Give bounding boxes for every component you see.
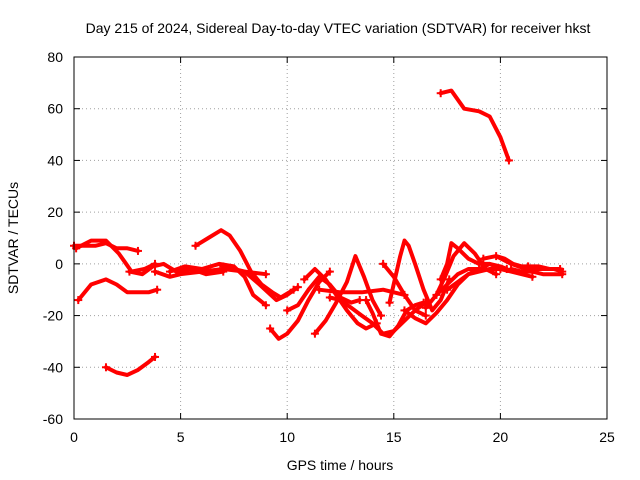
y-tick-label: -60 [43, 411, 63, 427]
series-line-track-4 [104, 354, 157, 377]
y-tick-label: 0 [55, 256, 63, 272]
series-line-track-2 [74, 238, 157, 274]
series-line-track-18 [387, 238, 452, 313]
series-line-track-3 [76, 277, 160, 303]
plot-frame [73, 56, 608, 420]
series-line-track-9 [221, 264, 300, 303]
y-tick-label: 80 [47, 49, 63, 65]
series-line-track-8 [193, 228, 296, 300]
axis-ticks [73, 56, 608, 420]
chart-title: Day 215 of 2024, Sidereal Day-to-day VTE… [86, 20, 591, 36]
y-axis-label: SDTVAR / TECUs [5, 182, 21, 294]
series-line-track-10 [268, 269, 332, 341]
series-line-track-13 [312, 254, 383, 336]
series-line-track-27 [509, 267, 565, 277]
x-tick-label: 0 [70, 429, 78, 445]
x-tick-label: 20 [493, 429, 509, 445]
series-line-track-17 [381, 261, 428, 318]
x-tick-label: 25 [599, 429, 615, 445]
x-tick-label: 10 [279, 429, 295, 445]
series-line-track-24 [438, 88, 511, 163]
y-tick-label: 20 [47, 204, 63, 220]
series-line-track-28 [526, 264, 563, 271]
x-axis-label: GPS time / hours [287, 457, 394, 473]
series-layer [70, 88, 567, 377]
y-tick-label: 60 [47, 101, 63, 117]
y-tick-label: -40 [43, 359, 63, 375]
x-tick-label: 15 [386, 429, 402, 445]
y-tick-label: -20 [43, 308, 63, 324]
y-tick-label: 40 [47, 152, 63, 168]
grid-lines [74, 57, 607, 419]
x-tick-labels: 0 5 10 15 20 25 [70, 429, 615, 445]
x-tick-label: 5 [177, 429, 185, 445]
series-line-track-22 [438, 241, 509, 282]
y-tick-labels: -60 -40 -20 0 20 40 60 80 [43, 49, 63, 427]
series-line-track-23 [445, 267, 535, 292]
